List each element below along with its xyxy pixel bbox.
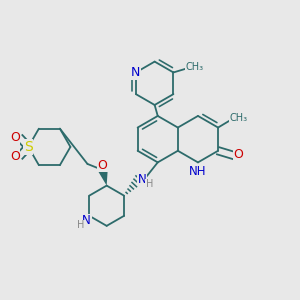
Text: O: O: [233, 148, 243, 161]
Text: CH₃: CH₃: [230, 112, 248, 123]
Text: NH: NH: [189, 165, 207, 178]
Text: O: O: [98, 159, 108, 172]
Text: H: H: [146, 179, 153, 189]
Text: O: O: [10, 131, 20, 144]
Text: H: H: [77, 220, 84, 230]
Text: N: N: [82, 214, 91, 227]
Text: N: N: [131, 66, 141, 79]
Text: O: O: [10, 150, 20, 163]
Text: CH₃: CH₃: [185, 62, 203, 72]
Text: N: N: [138, 172, 147, 185]
Text: S: S: [24, 140, 33, 154]
Polygon shape: [98, 169, 108, 186]
